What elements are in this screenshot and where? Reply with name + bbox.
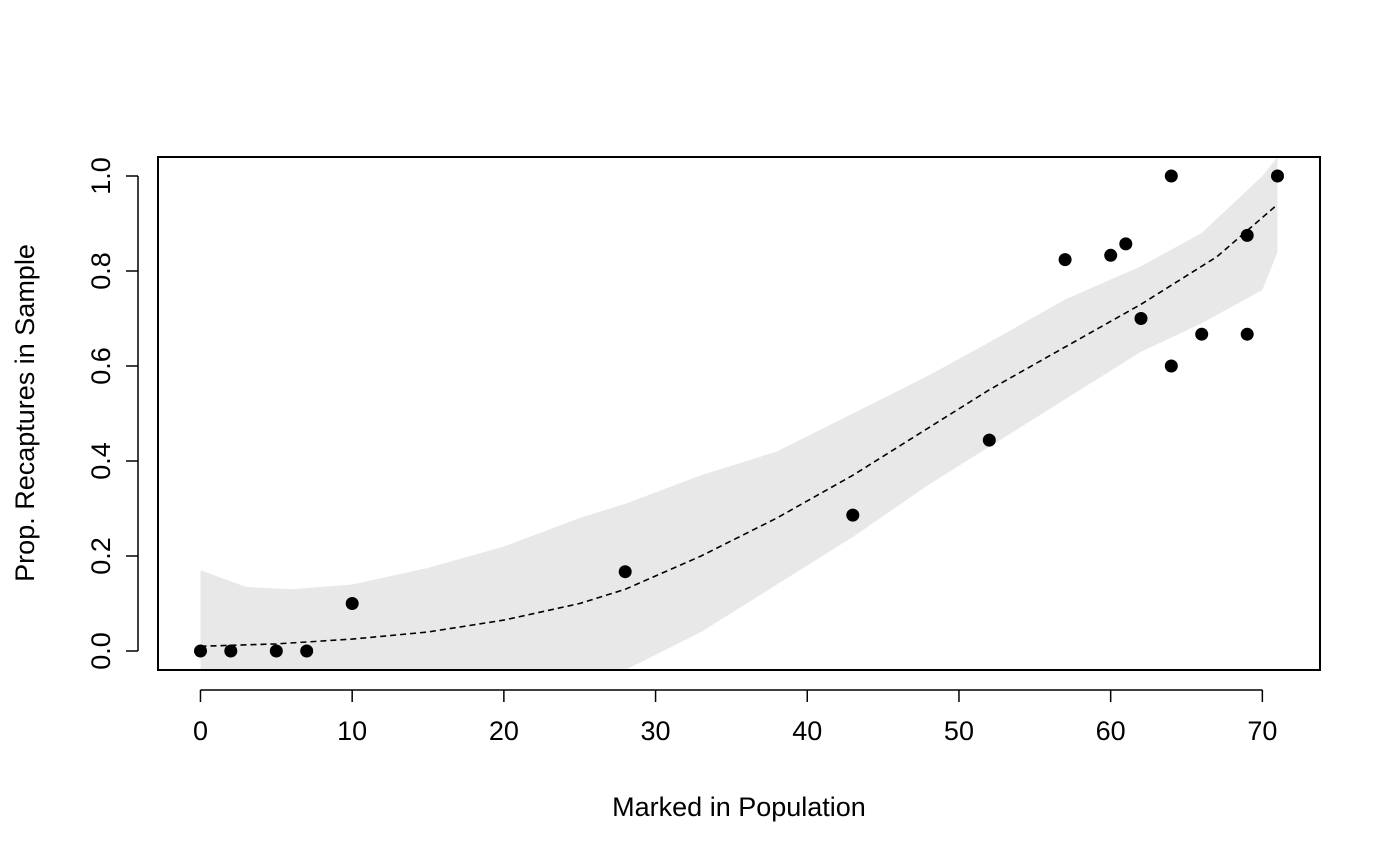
data-point [194,644,207,658]
y-axis-title: Prop. Recaptures in Sample [10,244,40,582]
confidence-band-layer [200,157,1278,670]
x-tick-label: 20 [489,716,519,746]
data-point [1195,327,1209,341]
data-point [224,644,238,658]
y-tick-label: 1.0 [86,157,116,195]
data-point [300,644,314,658]
y-tick-label: 0.6 [86,347,116,385]
data-point [618,565,632,579]
x-axis-title: Marked in Population [612,792,866,822]
x-tick-label: 40 [792,716,822,746]
x-tick-label: 30 [641,716,671,746]
fit-line-layer [200,203,1279,648]
data-point [269,644,283,658]
confidence-band [200,157,1278,670]
data-point [1240,228,1254,242]
x-axis: 0 10 20 30 40 50 60 70 [193,689,1277,746]
data-point [1119,237,1133,251]
data-point [1104,248,1118,262]
data-point [1134,312,1148,325]
y-tick-label: 0.4 [86,442,116,480]
x-tick-label: 70 [1247,716,1277,746]
data-point [846,508,860,522]
data-point [1164,169,1178,183]
y-tick-label: 0.2 [86,537,116,575]
x-tick-label: 0 [193,716,208,746]
x-tick-label: 10 [337,716,367,746]
y-tick-label: 0.0 [86,632,116,670]
fit-line [200,203,1279,648]
x-tick-label: 50 [944,716,974,746]
data-point [345,597,359,610]
y-tick-label: 0.8 [86,252,116,290]
data-points-layer [194,169,1284,658]
data-point [1058,253,1072,267]
x-tick-label: 60 [1096,716,1126,746]
data-point [1271,169,1284,183]
plot-frame [157,156,1321,671]
data-point [1164,359,1178,373]
data-point [982,433,996,447]
data-point [1240,327,1254,341]
y-axis: 0.0 0.2 0.4 0.6 0.8 1.0 [86,157,139,670]
